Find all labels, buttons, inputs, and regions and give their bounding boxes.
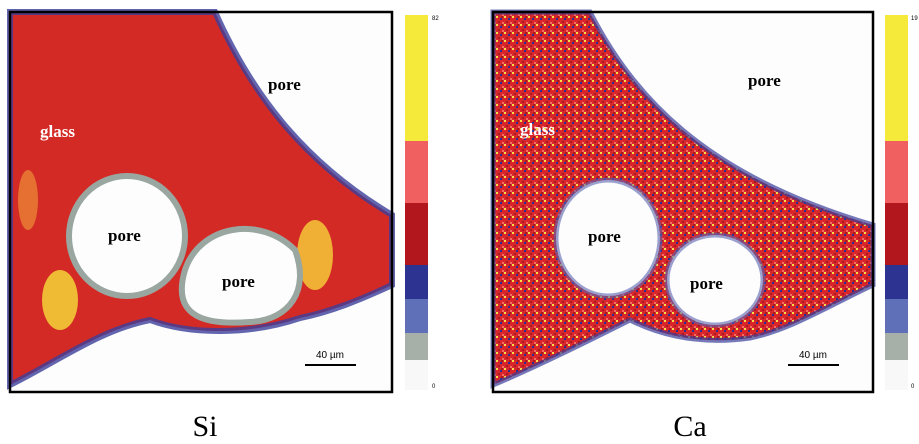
colorbar-min: 0 — [432, 384, 436, 390]
colorbar-min: 0 — [911, 384, 915, 390]
scale-bar-label: 40 µm — [799, 350, 827, 361]
annotation: pore — [690, 274, 723, 293]
annotation: pore — [108, 226, 141, 245]
colorbar-max: 82 — [432, 16, 439, 22]
annotation: glass — [40, 122, 75, 141]
annotation: pore — [588, 227, 621, 246]
si-colorbar: 82 0 — [405, 15, 439, 390]
annotation: pore — [222, 272, 255, 291]
annotation: pore — [268, 75, 301, 94]
ca-colorbar: 19 0 — [885, 15, 918, 390]
scale-bar-label: 40 µm — [316, 350, 344, 361]
si-map: glass pore pore pore 40 µm — [7, 9, 395, 394]
colorbar-max: 19 — [911, 16, 918, 22]
annotation: glass — [520, 120, 555, 139]
panel-label: Ca — [673, 410, 706, 443]
ca-map: glass pore pore pore 40 µm — [490, 9, 876, 394]
annotation: pore — [748, 71, 781, 90]
panel-label: Si — [192, 410, 217, 443]
